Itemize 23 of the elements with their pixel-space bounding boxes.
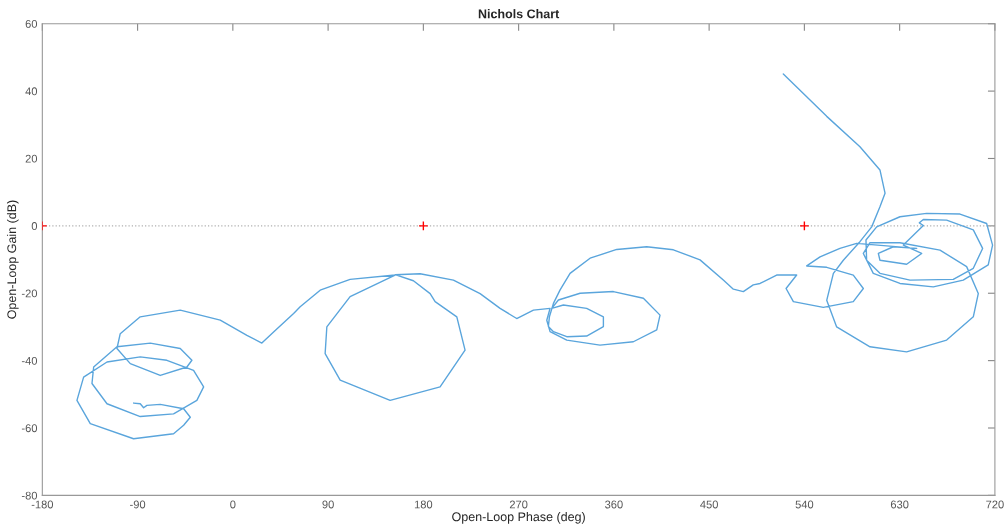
x-tick-label: 0: [230, 500, 236, 509]
x-tick-label: 360: [605, 500, 623, 509]
y-tick-label: 60: [25, 19, 38, 28]
y-tick-label: -80: [21, 491, 38, 500]
x-tick-label: -90: [130, 500, 146, 509]
x-tick-label: 270: [509, 500, 528, 509]
y-tick-label: 0: [31, 222, 38, 230]
x-tick-label: -180: [31, 500, 54, 509]
line-series: [76, 73, 994, 440]
y-tick-label: 20: [25, 154, 38, 163]
y-tick-label: -40: [21, 356, 38, 365]
y-axis-title: Open-Loop Gain (dB): [6, 200, 19, 319]
y-tick-label: -60: [21, 424, 38, 433]
y-tick-label: 40: [25, 87, 38, 96]
x-tick-label: 630: [890, 500, 909, 509]
x-tick-label: 540: [795, 500, 814, 509]
y-tick-label: -20: [21, 289, 38, 298]
x-axis-title: Open-Loop Phase (deg): [452, 511, 585, 524]
x-tick-label: 720: [986, 500, 1004, 509]
x-tick-label: 450: [700, 500, 718, 509]
chart-title: Nichols Chart: [478, 9, 560, 19]
x-tick-label: 90: [322, 500, 334, 509]
x-tick-label: 180: [414, 500, 433, 509]
